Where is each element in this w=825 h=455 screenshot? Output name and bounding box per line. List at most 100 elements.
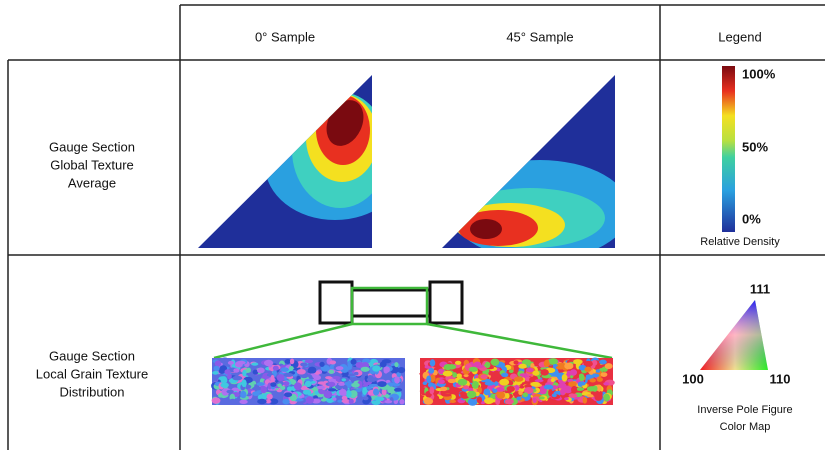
grain	[337, 399, 343, 403]
grain	[291, 379, 297, 385]
grain	[467, 398, 478, 406]
grain	[595, 369, 601, 373]
grain	[450, 388, 457, 395]
grain	[372, 365, 381, 372]
grain	[516, 396, 522, 401]
grain	[239, 399, 248, 404]
grain	[578, 364, 587, 371]
grain	[456, 373, 462, 379]
grain	[244, 384, 252, 389]
grain	[252, 386, 262, 391]
grain	[328, 369, 335, 374]
grain	[233, 368, 240, 373]
grain	[280, 367, 289, 372]
grain	[440, 386, 448, 392]
grain	[442, 370, 453, 377]
grain	[454, 360, 462, 365]
grain	[263, 359, 274, 367]
grain	[226, 389, 234, 394]
grain	[584, 366, 592, 372]
grain	[304, 359, 314, 364]
grain	[277, 383, 282, 388]
grain	[394, 362, 399, 368]
grain	[256, 367, 265, 374]
grain	[568, 393, 578, 398]
grain	[563, 385, 573, 394]
grain	[323, 390, 333, 399]
grain	[240, 390, 247, 399]
grain	[212, 371, 219, 375]
grain	[221, 388, 230, 396]
grain	[426, 375, 432, 384]
grain	[272, 369, 277, 377]
grain	[594, 392, 603, 401]
ipf-corner: 100	[682, 371, 704, 386]
grain	[256, 382, 265, 386]
grain	[366, 377, 377, 383]
grain	[355, 388, 362, 392]
grain	[329, 360, 337, 365]
grain	[423, 397, 434, 405]
grain	[582, 396, 588, 404]
grain	[351, 382, 360, 388]
grain	[266, 393, 273, 400]
grain	[213, 365, 220, 372]
grain	[220, 382, 229, 388]
grain	[338, 382, 345, 386]
grain	[572, 359, 583, 365]
grain	[530, 381, 541, 387]
grain	[218, 367, 226, 374]
grain	[525, 367, 534, 373]
grain	[548, 388, 553, 397]
grain	[282, 398, 290, 405]
grain	[499, 378, 510, 386]
grain	[353, 371, 359, 376]
grain	[305, 396, 314, 404]
grain	[561, 373, 568, 382]
grain	[288, 365, 294, 371]
grain	[521, 359, 532, 366]
grain	[496, 391, 506, 399]
grain	[397, 367, 406, 374]
table-grid	[7, 4, 825, 450]
grain	[543, 360, 550, 368]
grain	[394, 387, 403, 392]
grain	[519, 385, 525, 389]
grain	[571, 385, 578, 394]
grain	[296, 368, 306, 375]
grain	[260, 386, 267, 394]
grain	[377, 381, 387, 387]
grain	[307, 369, 317, 374]
colorbar-caption: Relative Density	[700, 236, 780, 248]
grain	[592, 385, 598, 392]
grain	[429, 359, 436, 367]
grain	[384, 400, 393, 404]
grain	[551, 393, 557, 398]
grain	[362, 396, 369, 401]
grain	[251, 362, 259, 366]
grain	[484, 361, 491, 369]
grain	[466, 390, 477, 399]
grain	[494, 381, 499, 387]
row-label: Gauge Section	[49, 139, 135, 154]
ipf-corner: 111	[750, 281, 770, 296]
pole-figure-0	[198, 75, 372, 248]
grain	[480, 374, 488, 379]
grain	[313, 375, 322, 381]
grain	[427, 382, 434, 388]
grain	[463, 385, 470, 390]
grain	[449, 399, 457, 403]
grain	[341, 395, 348, 401]
grain	[252, 369, 259, 375]
grain	[316, 385, 325, 390]
grain	[522, 392, 529, 398]
ipf-caption: Color Map	[720, 421, 771, 433]
grain	[314, 390, 320, 395]
grain	[270, 374, 275, 383]
grain	[437, 379, 445, 385]
grain	[428, 367, 435, 374]
grain	[514, 376, 524, 382]
grain-map-45	[419, 357, 615, 406]
grain	[490, 358, 500, 366]
grain	[543, 384, 554, 390]
